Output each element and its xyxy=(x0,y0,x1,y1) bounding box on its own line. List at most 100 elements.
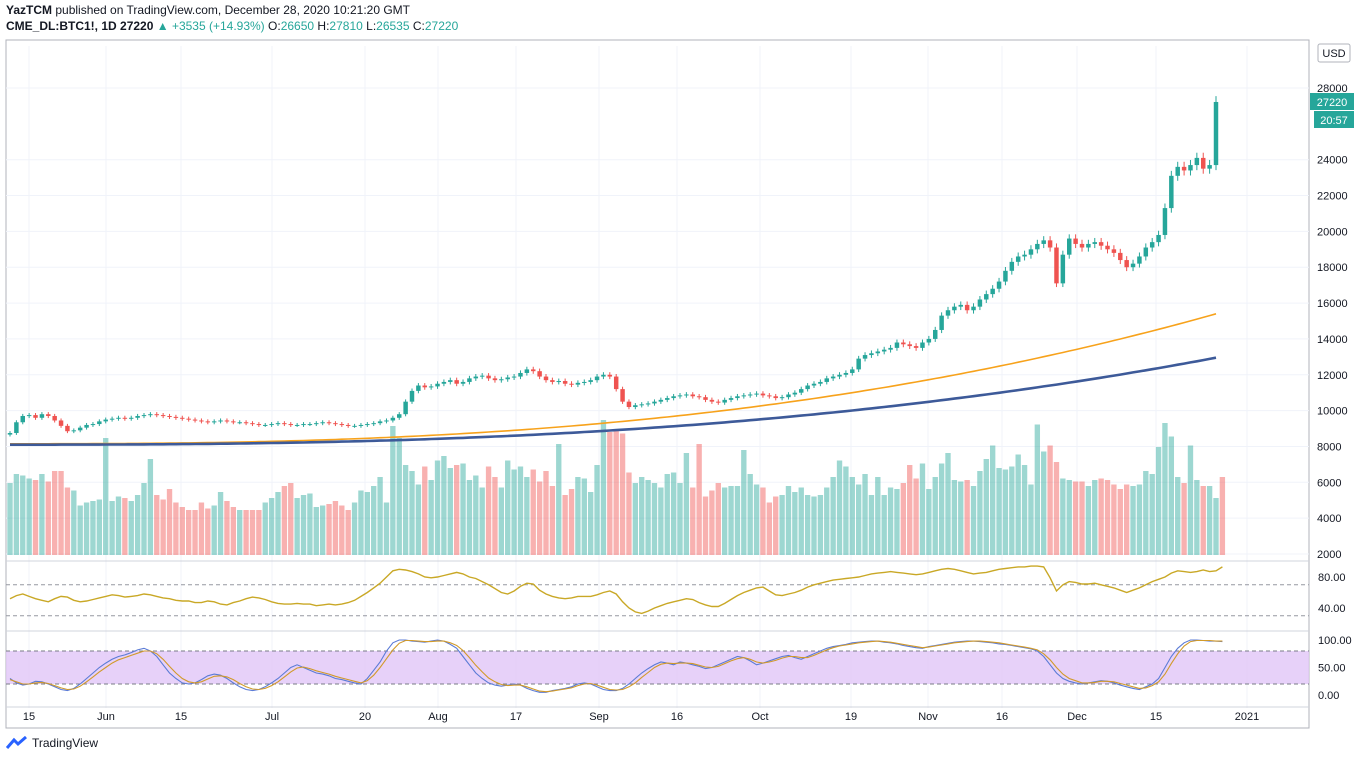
candle-body xyxy=(173,416,179,418)
volume-bar xyxy=(830,477,836,555)
volume-bar xyxy=(237,510,243,555)
volume-bar xyxy=(390,426,396,555)
candle-body xyxy=(33,415,38,418)
candle-body xyxy=(167,415,172,417)
tradingview-logo-icon xyxy=(6,736,27,749)
candle-body xyxy=(467,378,472,382)
candle-body xyxy=(767,395,772,397)
volume-bar xyxy=(543,471,549,555)
x-tick-label: 15 xyxy=(23,711,35,723)
price-tick-label: 20000 xyxy=(1317,226,1348,238)
candle-body xyxy=(275,423,281,425)
volume-bar xyxy=(13,474,20,555)
volume-bar xyxy=(332,501,339,555)
candle-body xyxy=(390,417,396,421)
moving-average-line xyxy=(10,356,1217,447)
volume-bar xyxy=(658,487,664,555)
candle-body xyxy=(1124,260,1129,268)
volume-bar xyxy=(211,505,217,555)
volume-bar xyxy=(307,493,313,555)
volume-bar xyxy=(1111,484,1117,555)
tradingview-logo[interactable]: TradingView xyxy=(6,736,98,750)
volume-bar xyxy=(785,486,792,555)
candle-body xyxy=(1156,234,1161,243)
volume-bar xyxy=(587,492,594,555)
volume-bar xyxy=(907,465,913,555)
candle-body xyxy=(837,374,842,377)
candle-body xyxy=(933,329,938,339)
candle-body xyxy=(77,427,83,431)
candle-body xyxy=(345,424,351,426)
volume-bar xyxy=(498,487,505,555)
candle-body xyxy=(588,380,593,382)
volume-bar xyxy=(728,486,734,555)
candle-body xyxy=(875,351,881,354)
volume-bar xyxy=(179,507,185,555)
volume-bar xyxy=(690,487,696,555)
candle-body xyxy=(754,393,759,395)
price-tick-label: 28000 xyxy=(1317,83,1348,95)
volume-bar xyxy=(996,468,1002,555)
candle-body xyxy=(926,338,932,343)
volume-bar xyxy=(575,477,581,555)
stoch-line xyxy=(9,639,1223,693)
candle-body xyxy=(556,381,561,383)
candle-body xyxy=(1213,101,1219,166)
volume-bar xyxy=(7,483,13,555)
candle-body xyxy=(531,369,536,372)
volume-bar xyxy=(983,459,989,555)
x-tick-label: 19 xyxy=(845,711,857,723)
moving-averages xyxy=(10,313,1217,447)
volume-bar xyxy=(1162,423,1168,555)
stoch-rsi-pane xyxy=(6,639,1309,693)
volume-bar xyxy=(1060,478,1066,555)
candle-body xyxy=(658,399,664,402)
volume-bar xyxy=(166,489,173,555)
candle-body xyxy=(652,401,657,404)
volume-bar xyxy=(938,463,945,555)
volume-bar xyxy=(1219,477,1226,555)
candle-body xyxy=(984,294,989,300)
currency-button[interactable]: USD xyxy=(1317,43,1351,63)
volume-bar xyxy=(294,498,300,555)
candle-body xyxy=(416,385,421,391)
ohlc-legend: CME_DL:BTC1!, 1D 27220 ▲ +3535 (+14.93%)… xyxy=(6,19,458,33)
volume-bar xyxy=(900,483,907,555)
candle-body xyxy=(601,374,606,377)
volume-bar xyxy=(594,465,600,555)
last-price: 27220 xyxy=(120,19,154,33)
candle-body xyxy=(1092,242,1097,244)
volume-bar xyxy=(377,477,383,555)
volume-bar xyxy=(1015,454,1021,555)
volume-bar xyxy=(664,474,670,555)
candle-body xyxy=(811,383,817,386)
candle-body xyxy=(830,376,836,379)
candle-body xyxy=(805,385,810,390)
candle-body xyxy=(26,415,32,417)
currency-label: USD xyxy=(1322,48,1345,60)
volume-bar xyxy=(766,502,773,555)
volume-bar xyxy=(645,480,651,555)
candle-body xyxy=(977,299,983,307)
volume-bar xyxy=(773,496,779,555)
candle-body xyxy=(294,424,300,426)
candle-body xyxy=(677,395,683,397)
candle-body xyxy=(620,389,625,402)
volume-bar xyxy=(281,486,288,555)
volume-bar xyxy=(741,450,747,555)
candle-body xyxy=(613,376,619,390)
candle-body xyxy=(716,401,721,403)
volume-bar xyxy=(1168,436,1175,555)
volume-bar xyxy=(77,505,83,555)
low-value: 26535 xyxy=(376,19,410,33)
price-tick-label: 8000 xyxy=(1317,441,1341,453)
candle-body xyxy=(1175,166,1180,176)
volume-bar xyxy=(958,481,964,555)
volume-bar xyxy=(1002,469,1009,555)
candle-body xyxy=(511,376,517,378)
volume-bar xyxy=(977,471,983,555)
axes: 15 Jun 15 Jul 20 Aug 17 Sep 16 Oct 19 Nov 16 Dec 15 202… xyxy=(6,83,1352,723)
volume-bar xyxy=(243,510,249,555)
volume-bar xyxy=(709,490,715,555)
